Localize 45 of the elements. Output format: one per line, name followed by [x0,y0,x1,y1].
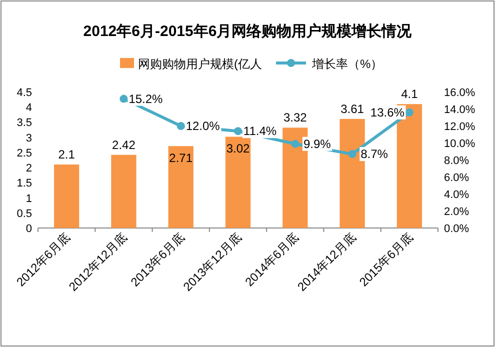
y2-tick-label: 16.0% [444,87,476,99]
point [348,150,356,158]
y-tick-label: 1.5 [16,178,32,190]
y-tick-label: 0.5 [16,208,32,220]
point [120,94,128,103]
data-label: 3.32 [283,110,308,125]
point [234,127,242,136]
data-label: 11.4% [243,124,277,138]
y2-tick-label: 10.0% [444,138,476,150]
data-label: 3.61 [340,102,364,116]
bar [54,164,80,228]
data-label: 2.42 [112,138,136,152]
data-label: 15.2% [128,92,164,106]
bar [168,146,194,228]
y2-tick-label: 6.0% [444,172,470,184]
data-label: 13.6% [370,105,405,120]
legend-label: 增长率（%） [311,57,383,71]
chart-title: 2012年6月-2015年6月网络购物用户规模增长情况 [83,22,413,40]
y2-tick-label: 14.0% [444,104,476,116]
y-tick-label: 4.5 [16,87,32,99]
y2-tick-label: 12.0% [444,121,476,133]
y-tick-label: 3 [26,132,32,144]
y-tick-label: 3.5 [16,117,32,130]
point [176,122,185,130]
data-label: 3.02 [226,142,250,156]
data-label: 8.7% [360,147,388,162]
legend-label: 网购购物用户规模(亿人 [138,57,262,71]
y2-tick-label: 4.0% [444,189,470,201]
data-label: 2.71 [169,151,193,166]
y-tick-label: 0 [26,223,32,235]
y-tick-label: 2.5 [16,147,32,160]
data-label: 12.0% [186,119,220,133]
point [405,108,414,116]
bar [111,154,136,228]
y-tick-label: 4 [26,102,32,114]
y2-tick-label: 8.0% [444,155,470,167]
data-label: 9.9% [303,136,332,151]
y2-tick-label: 2.0% [444,206,470,218]
y-tick-label: 1 [26,192,32,205]
y-tick-label: 2 [26,162,32,175]
point [291,140,300,148]
bar [225,136,251,228]
data-label: 4.1 [401,87,418,102]
y2-tick-label: 0.0% [444,223,470,235]
data-label: 2.1 [58,148,76,162]
